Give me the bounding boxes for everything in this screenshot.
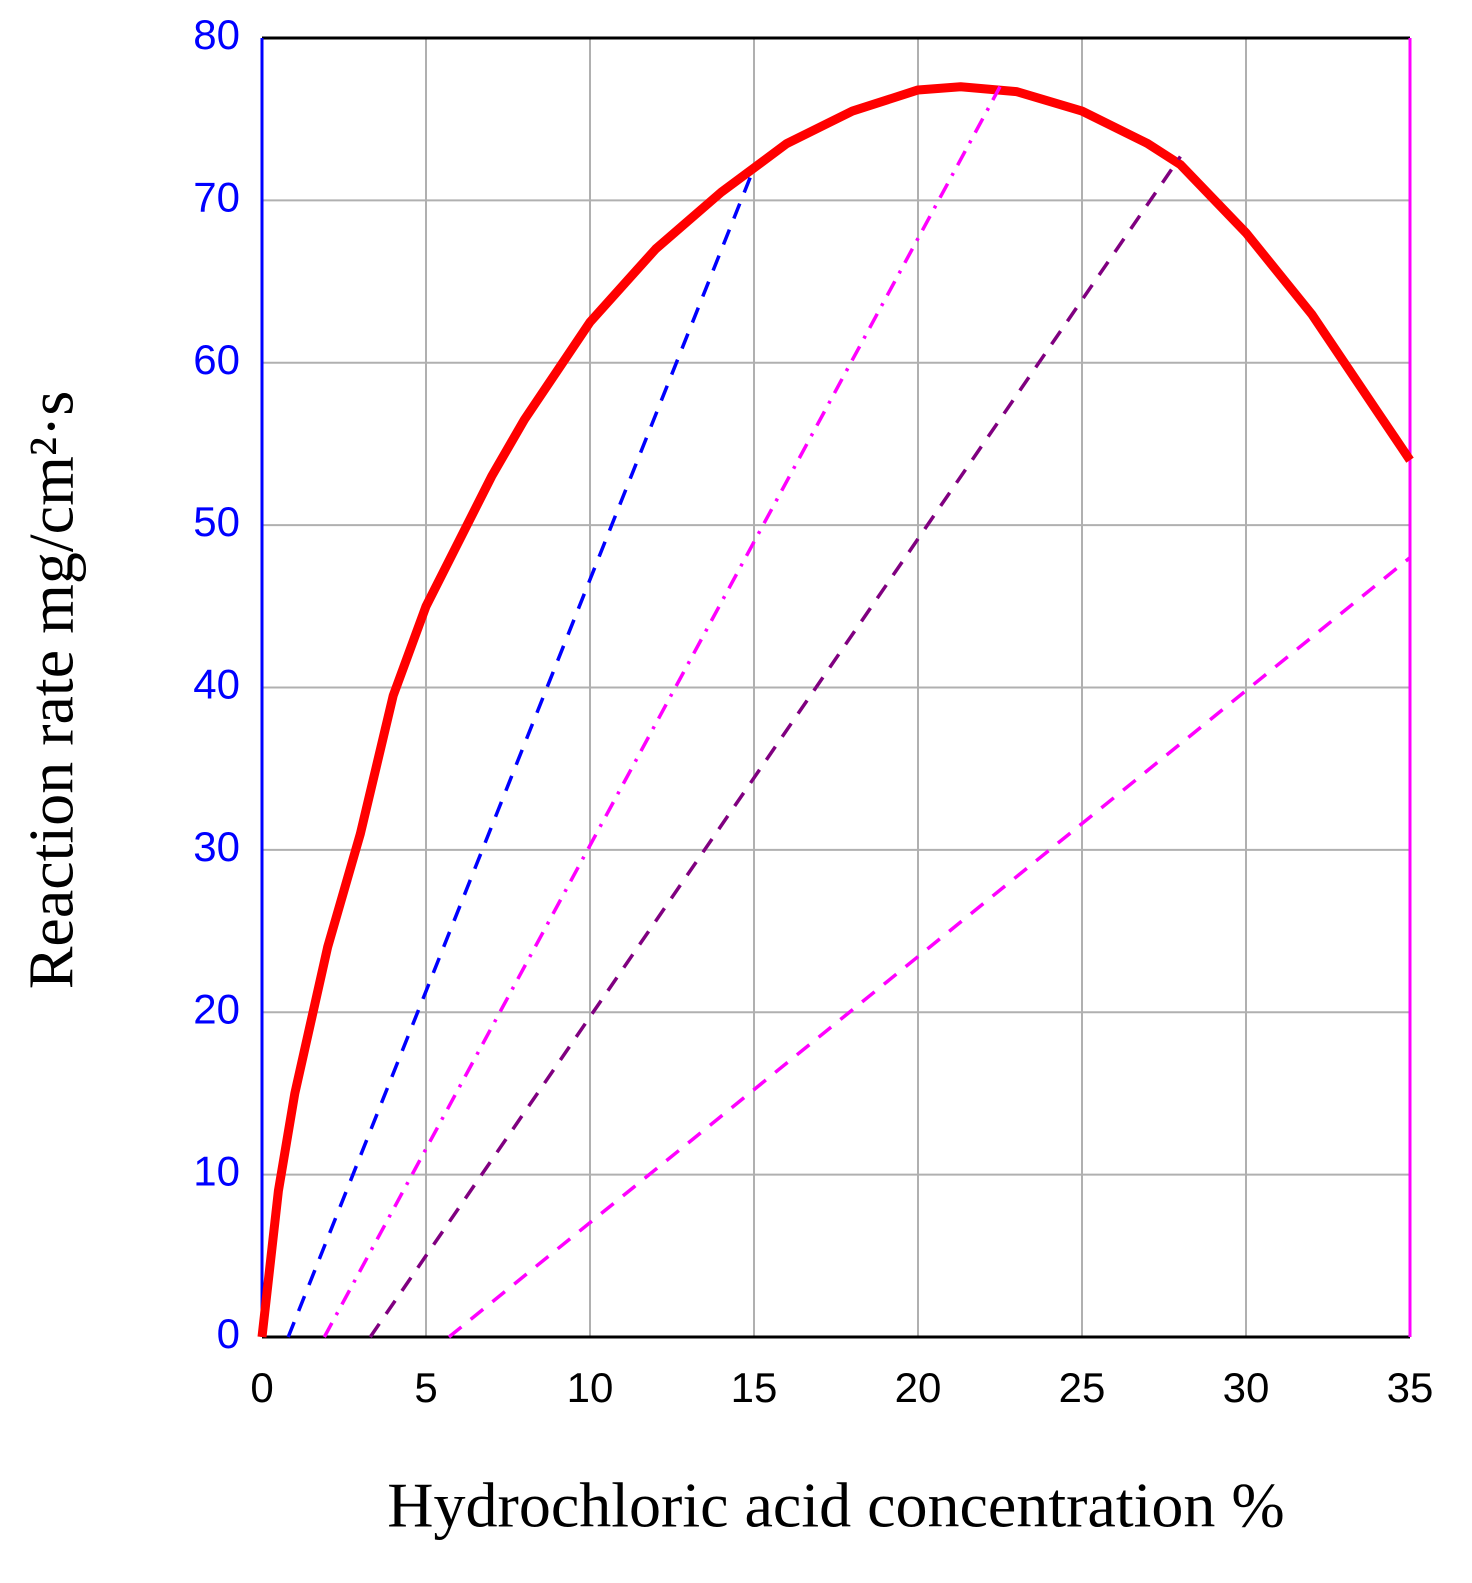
y-tick-label: 50 <box>193 498 240 545</box>
y-tick-label: 0 <box>217 1310 240 1357</box>
series-line <box>257 82 1414 1338</box>
y-tick-label: 10 <box>193 1148 240 1195</box>
x-tick-label: 20 <box>895 1364 942 1411</box>
y-tick-label: 60 <box>193 336 240 383</box>
y-tick-label: 80 <box>193 11 240 58</box>
x-tick-label: 0 <box>250 1364 273 1411</box>
y-tick-label: 40 <box>193 661 240 708</box>
y-tick-label: 20 <box>193 985 240 1032</box>
x-tick-label: 10 <box>567 1364 614 1411</box>
series-line <box>368 155 1182 1338</box>
y-axis-label: Reaction rate mg/cm²·s <box>16 391 87 990</box>
x-tick-label: 5 <box>414 1364 437 1411</box>
y-tick-label: 30 <box>193 823 240 870</box>
x-tick-label: 30 <box>1223 1364 1270 1411</box>
x-tick-label: 35 <box>1387 1364 1434 1411</box>
series-line <box>286 167 756 1338</box>
series-line <box>447 556 1412 1339</box>
x-tick-label: 15 <box>731 1364 778 1411</box>
y-tick-label: 70 <box>193 173 240 220</box>
x-axis-label: Hydrochloric acid concentration % <box>387 1470 1284 1541</box>
x-tick-label: 25 <box>1059 1364 1106 1411</box>
series-line <box>322 85 1002 1338</box>
